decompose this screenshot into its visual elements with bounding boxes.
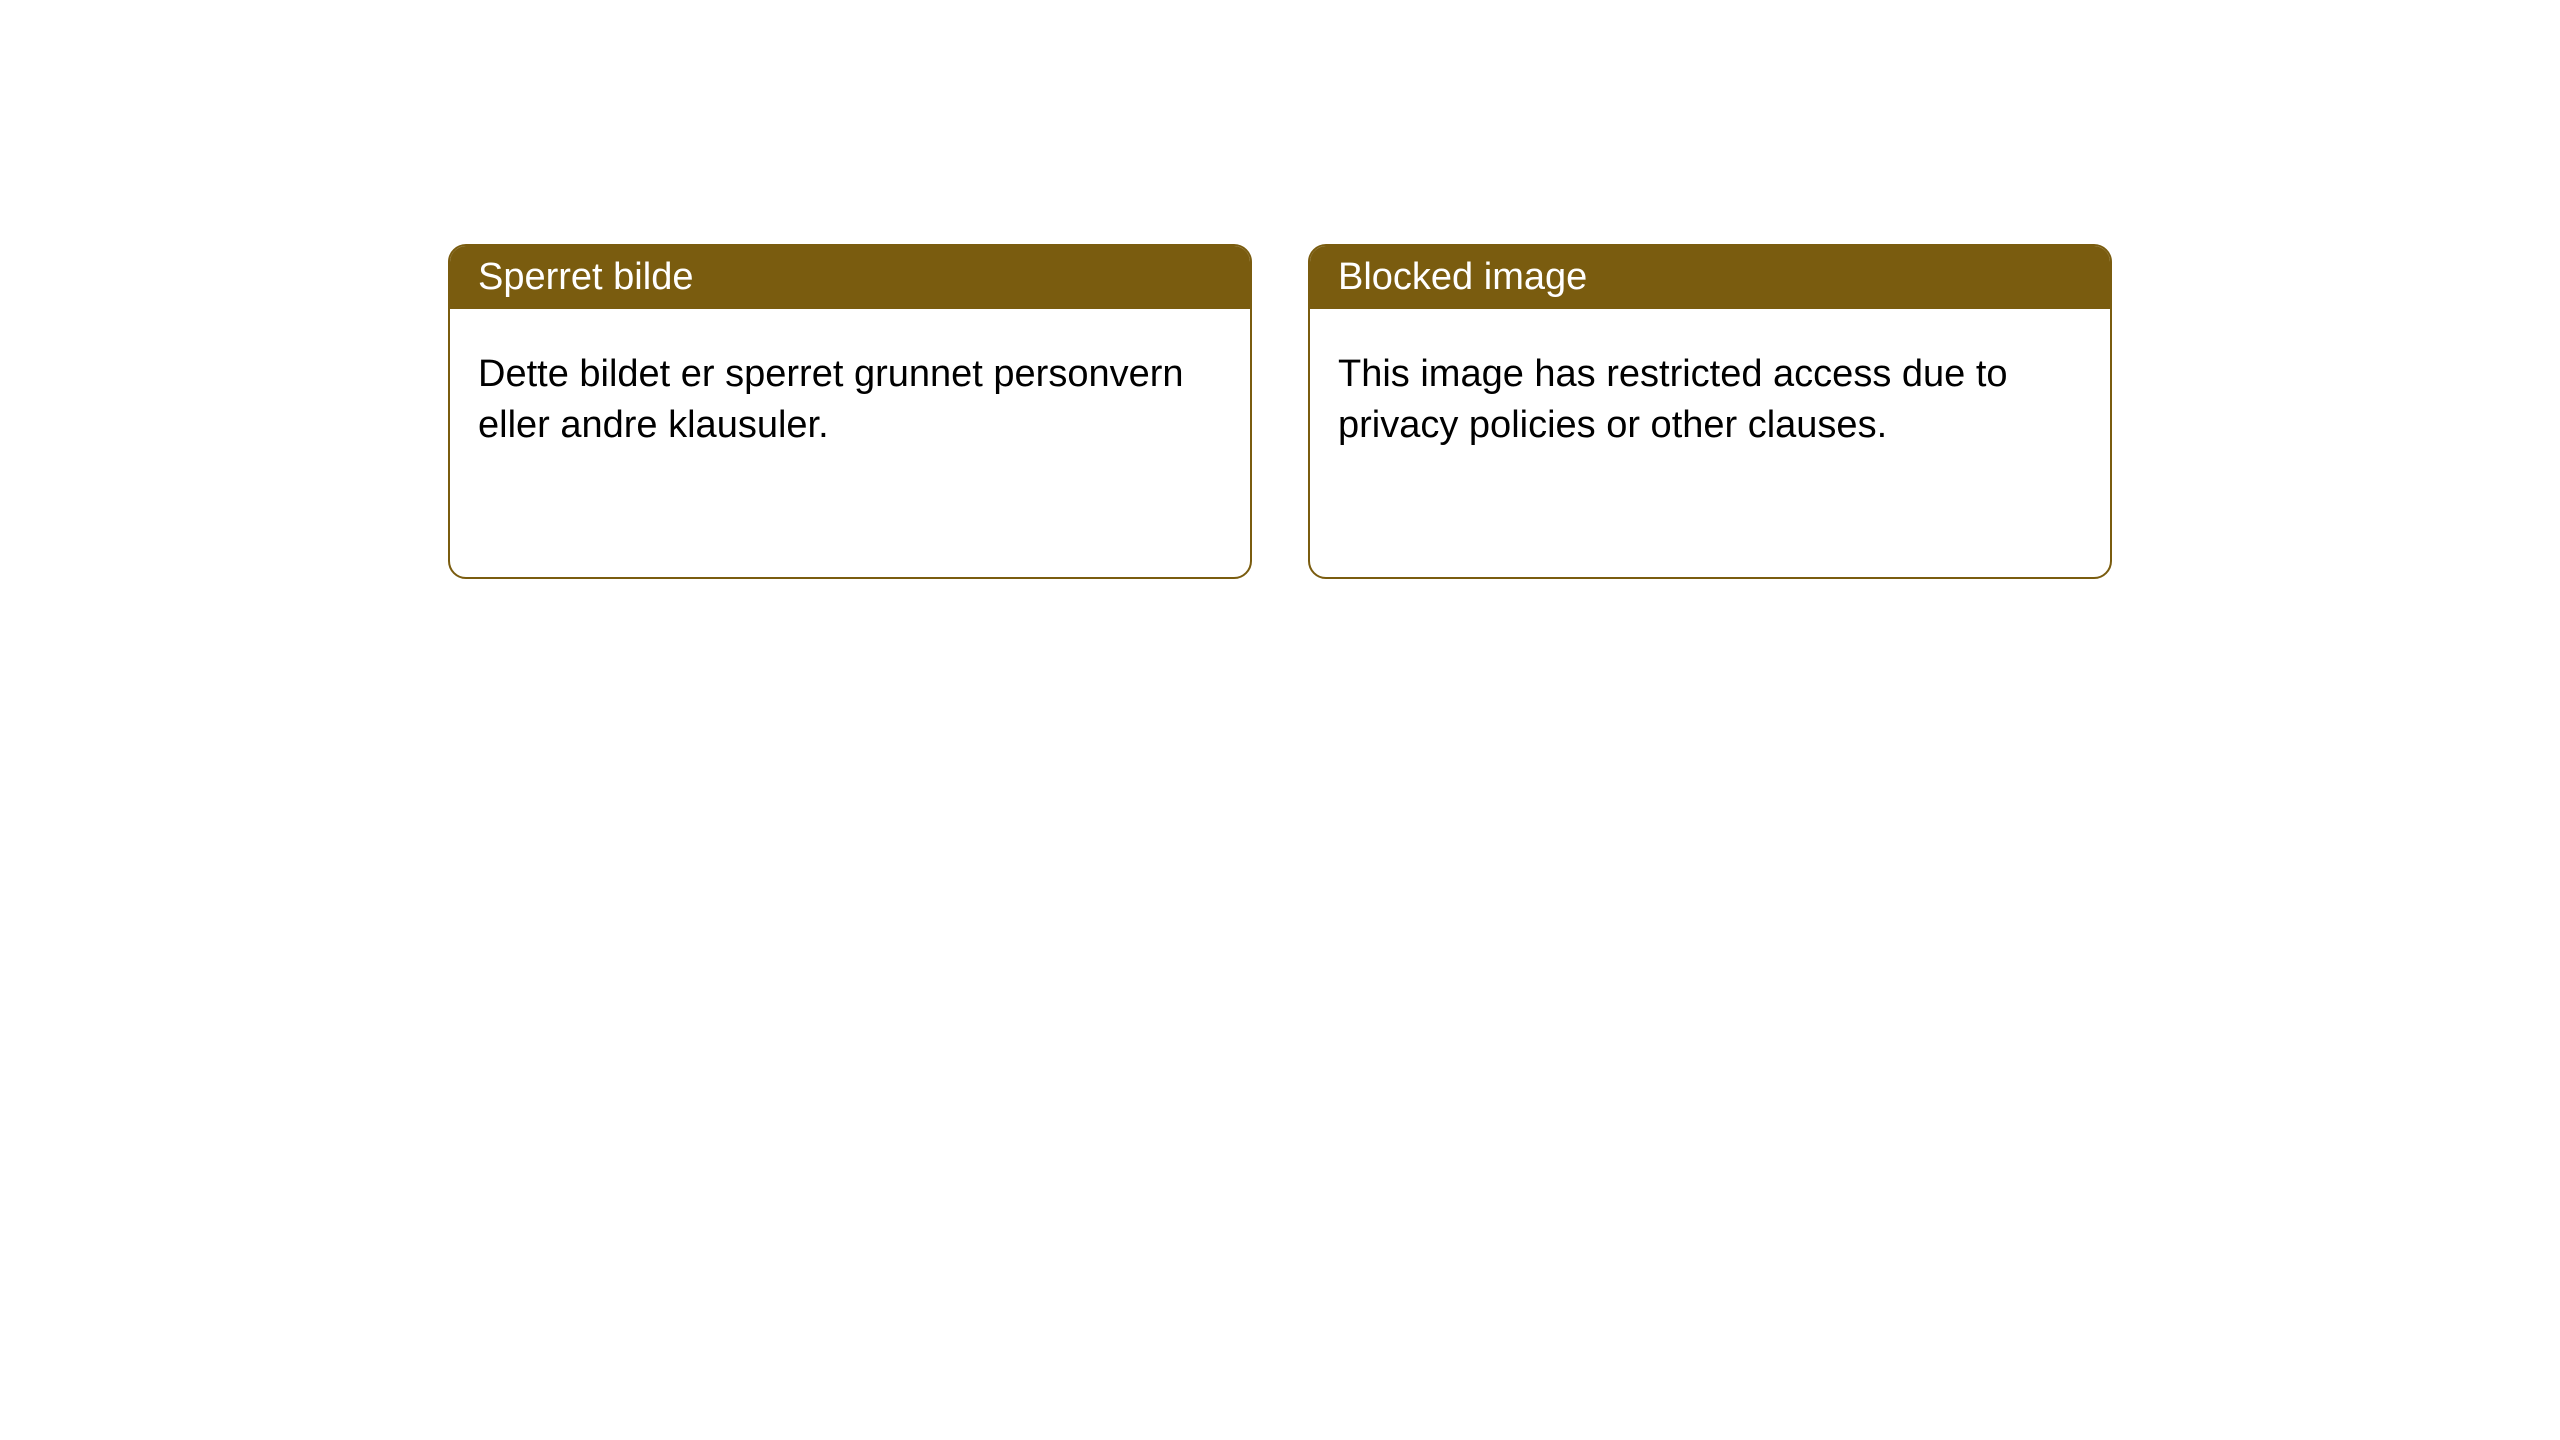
notice-card-title: Sperret bilde	[478, 256, 693, 298]
notice-cards-row: Sperret bilde Dette bildet er sperret gr…	[0, 0, 2560, 579]
notice-card-header: Sperret bilde	[450, 246, 1250, 309]
notice-card-no: Sperret bilde Dette bildet er sperret gr…	[448, 244, 1252, 579]
notice-card-title: Blocked image	[1338, 256, 1587, 298]
notice-card-body: Dette bildet er sperret grunnet personve…	[450, 309, 1250, 492]
notice-card-text: This image has restricted access due to …	[1338, 353, 2008, 446]
notice-card-body: This image has restricted access due to …	[1310, 309, 2110, 492]
notice-card-en: Blocked image This image has restricted …	[1308, 244, 2112, 579]
notice-card-text: Dette bildet er sperret grunnet personve…	[478, 353, 1184, 446]
notice-card-header: Blocked image	[1310, 246, 2110, 309]
